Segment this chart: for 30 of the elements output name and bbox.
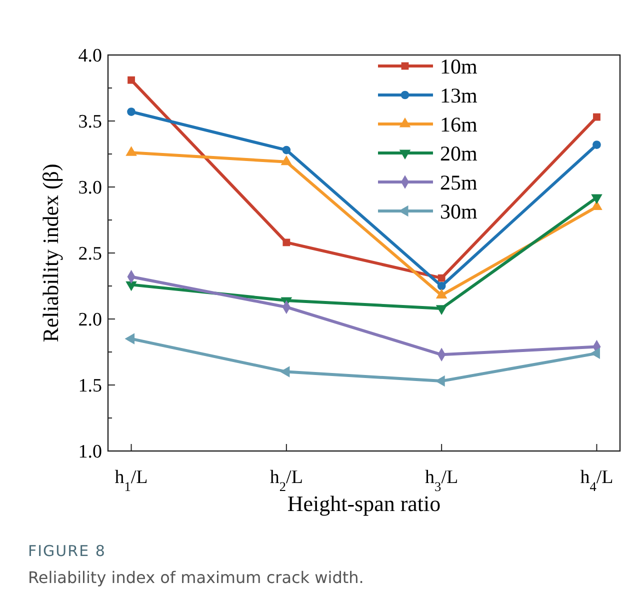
point	[282, 238, 290, 246]
y-tick-label: 1.0	[78, 442, 102, 463]
y-tick-label: 3.0	[78, 178, 102, 199]
point	[127, 108, 136, 116]
legend-label: 16m	[440, 112, 478, 136]
y-tick-label: 1.5	[78, 376, 102, 397]
point	[593, 113, 600, 121]
x-tick-label: h$_{3}$/L	[425, 467, 458, 494]
text: Reliability index of maximum crack width.	[28, 568, 364, 587]
point	[282, 146, 291, 154]
y-tick-label: 2.0	[78, 310, 102, 331]
y-tick-label: 4.0	[78, 46, 102, 67]
point	[592, 140, 601, 149]
legend-label: 30m	[440, 199, 478, 224]
y-tick-label: 3.5	[78, 112, 102, 133]
point	[437, 282, 446, 290]
point	[438, 274, 446, 282]
legend-label: 20m	[440, 141, 478, 166]
point	[124, 333, 135, 344]
x-tick-label: h$_{4}$/L	[580, 467, 614, 494]
x-tick-label: h$_{1}$/L	[114, 467, 148, 494]
legend-label: 25m	[440, 170, 478, 194]
y-axis-title: Reliability index (β)	[38, 164, 63, 342]
legend-label: 10m	[440, 54, 478, 78]
caption: FIGURE 8	[28, 542, 106, 560]
x-tick-label: h$_{2}$/L	[270, 467, 303, 494]
legend-label: 13m	[440, 83, 478, 108]
y-tick-label: 2.5	[78, 244, 102, 265]
x-axis-title: Height-span ratio	[287, 491, 441, 516]
point	[128, 76, 135, 84]
